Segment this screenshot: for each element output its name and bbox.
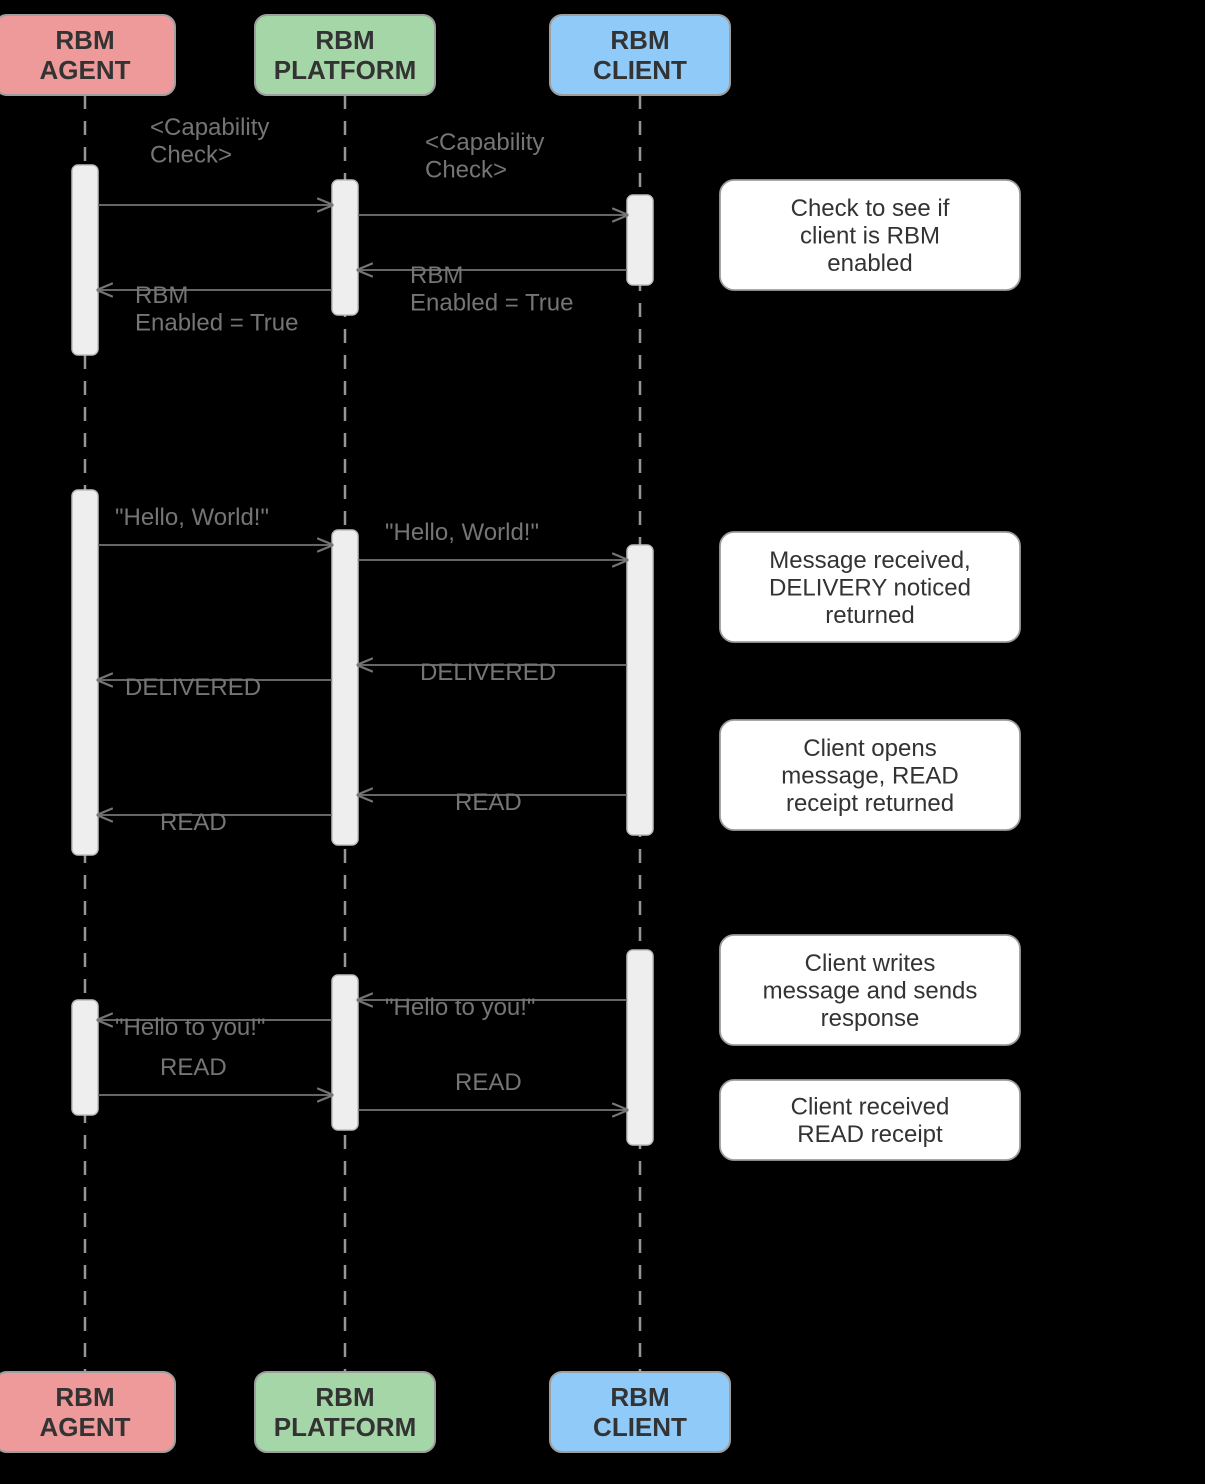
- message-label: READ: [160, 809, 227, 836]
- message-label: <CapabilityCheck>: [150, 114, 269, 169]
- message-label: "Hello, World!": [115, 504, 269, 531]
- message-label: READ: [455, 1069, 522, 1096]
- activation-agent: [72, 490, 98, 855]
- message-label: "Hello to you!": [115, 1014, 265, 1041]
- activation-platform: [332, 530, 358, 845]
- message-label: "Hello to you!": [385, 994, 535, 1021]
- message-label: "Hello, World!": [385, 519, 539, 546]
- message-label: <CapabilityCheck>: [425, 129, 544, 184]
- activation-platform: [332, 180, 358, 315]
- message-label: DELIVERED: [420, 659, 556, 686]
- activation-client: [627, 195, 653, 285]
- message-label: READ: [160, 1054, 227, 1081]
- note-text: Client opensmessage, READreceipt returne…: [781, 735, 958, 817]
- message-label: READ: [455, 789, 522, 816]
- activation-agent: [72, 165, 98, 355]
- message-label: DELIVERED: [125, 674, 261, 701]
- activation-platform: [332, 975, 358, 1130]
- sequence-diagram: <CapabilityCheck><CapabilityCheck>RBMEna…: [0, 0, 1205, 1484]
- activation-agent: [72, 1000, 98, 1115]
- note-text: Client receivedREAD receipt: [791, 1094, 950, 1149]
- activation-client: [627, 950, 653, 1145]
- activation-client: [627, 545, 653, 835]
